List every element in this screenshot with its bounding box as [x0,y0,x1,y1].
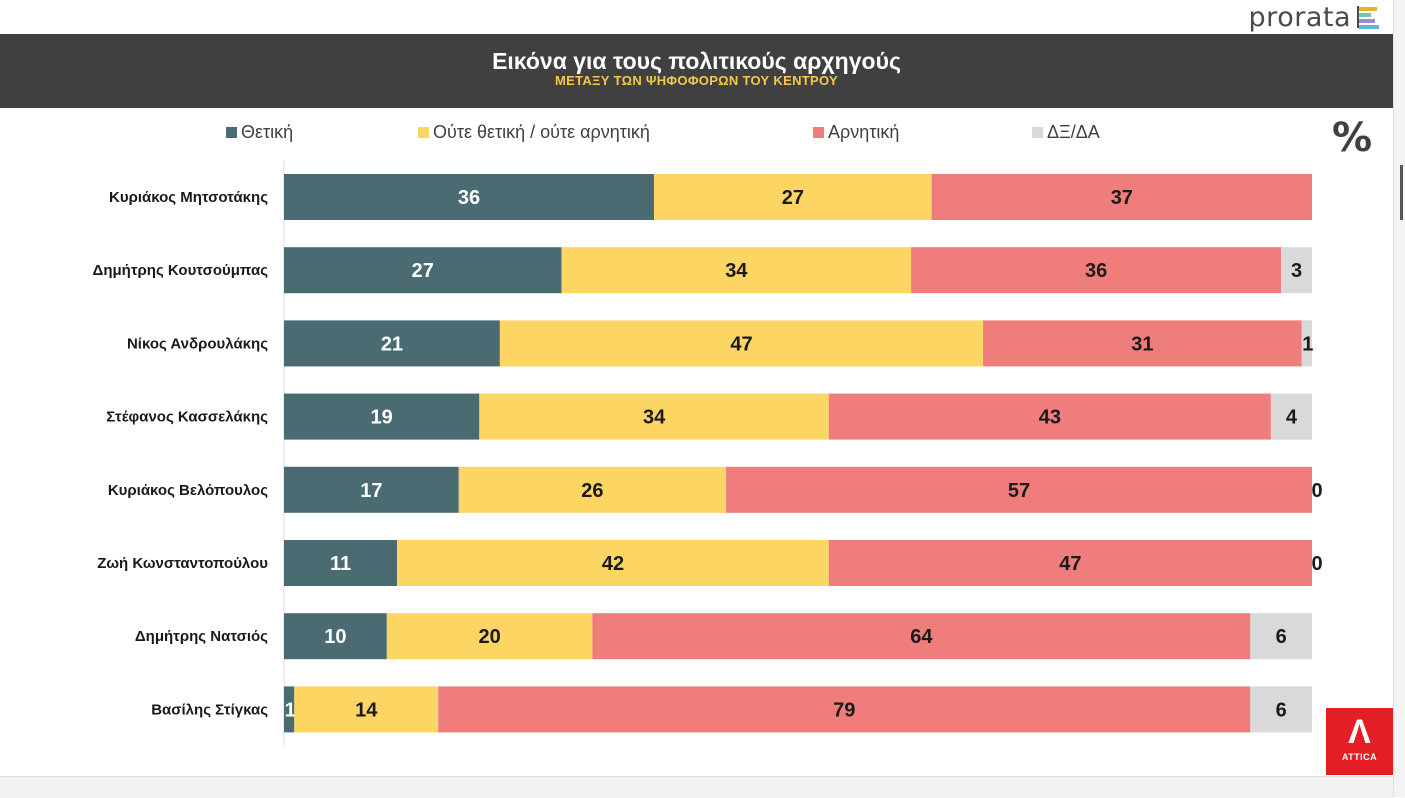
category-label: Νίκος Ανδρουλάκης [127,335,268,352]
category-label: Κυριάκος Βελόπουλος [108,482,268,499]
category-label: Στέφανος Κασσελάκης [106,409,268,426]
data-label: 27 [412,260,434,282]
data-label: 6 [1276,699,1287,721]
data-label: 1 [1302,333,1313,355]
legend-label-neutral: Ούτε θετική / ούτε αρνητική [433,122,650,142]
bar-segment [284,393,480,440]
bar-segment [1250,686,1312,733]
legend-item-dk: ΔΞ/ΔΑ [1032,122,1100,143]
data-label: 37 [1111,187,1133,209]
bar-segment [1250,613,1312,660]
bar-segment [561,247,912,294]
bar-segment [1281,247,1312,294]
attica-logo: Λ ATTICA [1326,708,1393,775]
data-label: 34 [643,407,666,429]
scrollbar-thumb[interactable] [1400,165,1403,220]
legend-item-negative: Αρνητική [813,122,899,143]
vertical-scrollbar[interactable] [1393,0,1405,797]
legend-swatch-positive [226,127,237,138]
chart-banner: Εικόνα για τους πολιτικούς αρχηγούς ΜΕΤΑ… [0,34,1393,108]
bar-segment [284,466,459,513]
data-label: 11 [330,553,351,575]
data-label: 14 [355,699,378,721]
category-label: Δημήτρης Νατσιός [135,628,268,645]
data-label: 4 [1286,407,1298,429]
bar-segment [284,247,562,294]
bar-segment [284,686,295,733]
bar-segment [828,540,1312,586]
legend-item-positive: Θετική [226,122,293,143]
data-label: 47 [730,333,752,355]
data-label: 31 [1131,333,1153,355]
data-label: 42 [602,553,624,575]
category-label: Βασίλης Στίγκας [151,701,268,718]
bar-segment [284,174,655,220]
legend-label-dk: ΔΞ/ΔΑ [1047,122,1100,142]
bar-segment [284,613,387,660]
data-label: 79 [833,699,855,721]
legend-label-negative: Αρνητική [828,122,900,142]
data-label: 17 [360,480,382,502]
bar-segment [1270,393,1312,440]
bar-segment [726,466,1312,513]
brand-logo: prorata [1249,0,1383,34]
data-label: 36 [458,187,480,209]
bar-segment [284,320,500,367]
category-label: Ζωή Κωνσταντοπούλου [97,555,268,572]
data-label: 64 [910,626,933,648]
bar-segment [931,174,1312,220]
data-label: 36 [1085,260,1107,282]
bar-segment [294,686,439,733]
data-label: 3 [1291,260,1302,282]
data-label: 43 [1039,407,1061,429]
bar-segment [458,466,727,513]
legend-item-neutral: Ούτε θετική / ούτε αρνητική [418,122,650,143]
prorata-mark-icon [1357,4,1383,30]
chart-title: Εικόνα για τους πολιτικούς αρχηγούς [492,48,901,74]
footer-strip [0,776,1393,798]
chart-subtitle: ΜΕΤΑΞΥ ΤΩΝ ΨΗΦΟΦΟΡΩΝ ΤΟΥ ΚΕΝΤΡΟΥ [554,73,839,88]
legend-swatch-negative [813,127,824,138]
data-label: 19 [371,407,393,429]
data-label: 21 [381,333,403,355]
category-label: Δημήτρης Κουτσούμπας [93,262,269,279]
data-label: 0 [1311,480,1322,502]
chart-legend: Θετική Ούτε θετική / ούτε αρνητική Αρνητ… [0,122,1393,146]
bar-segment [1301,320,1312,367]
bar-segment [438,686,1251,733]
bar-segment [911,247,1282,294]
bar-segment [592,613,1251,660]
bar-segment [499,320,984,367]
data-label: 10 [324,626,346,648]
percent-unit-label: % [1332,115,1373,161]
bar-segment [828,393,1271,440]
attica-a-icon: Λ [1348,713,1371,751]
attica-logo-text: ATTICA [1341,752,1378,762]
bar-segment [284,540,398,586]
data-label: 47 [1059,553,1081,575]
legend-swatch-neutral [418,127,429,138]
bar-segment [654,174,932,220]
data-label: 26 [581,480,603,502]
data-label: 0 [1311,553,1322,575]
bar-segment [983,320,1302,367]
data-label: 27 [782,187,804,209]
legend-swatch-dk [1032,127,1043,138]
data-label: 20 [478,626,500,648]
bar-segment [479,393,829,440]
brand-name: prorata [1248,1,1351,33]
data-label: 57 [1008,480,1030,502]
data-label: 34 [725,260,748,282]
category-label: Κυριάκος Μητσοτάκης [109,189,268,206]
bar-segment [386,613,593,660]
bar-segment [397,540,829,586]
data-label: 1 [285,699,296,721]
legend-label-positive: Θετική [241,122,294,142]
data-label: 6 [1276,626,1287,648]
